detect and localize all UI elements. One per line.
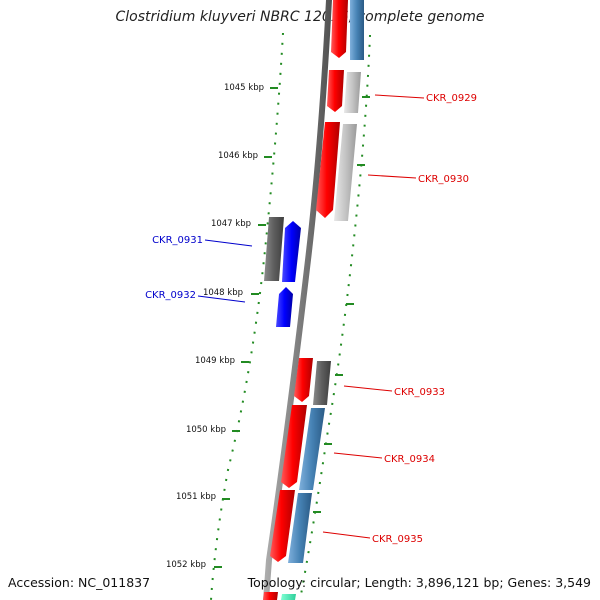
tick-label-1045: 1045 kbp (224, 83, 264, 93)
gene-label-ckr_0933[interactable]: CKR_0933 (394, 387, 445, 398)
tick-label-1051: 1051 kbp (176, 492, 216, 502)
gene-label-ckr_0931[interactable]: CKR_0931 (152, 235, 203, 246)
genome-backbone (263, 0, 332, 600)
gene-ckr_0929-feature[interactable] (344, 72, 361, 113)
gene-label-ckr_0935[interactable]: CKR_0935 (372, 534, 423, 545)
gene-label-ckr_0929[interactable]: CKR_0929 (426, 93, 477, 104)
gene-ckr_0929-cds[interactable] (327, 70, 344, 112)
tick-label-1049: 1049 kbp (195, 356, 235, 366)
gene-label-ckr_0934[interactable]: CKR_0934 (384, 454, 435, 465)
gene-ckr_0932-cds[interactable] (276, 287, 293, 327)
gene-ckr_0931-feature[interactable] (264, 217, 284, 281)
gene-ckr_0930-feature[interactable] (334, 124, 357, 221)
gene-label-ckr_0932[interactable]: CKR_0932 (145, 290, 196, 301)
tick-label-1048: 1048 kbp (203, 288, 243, 298)
tick-marks (214, 87, 370, 568)
accession-text: Accession: NC_011837 (8, 575, 151, 590)
gene-next-cds[interactable] (263, 592, 278, 600)
gene-ckr_0928-feature[interactable] (350, 0, 364, 60)
gene-ckr_0928-cds[interactable] (331, 0, 348, 58)
tick-label-1046: 1046 kbp (218, 151, 258, 161)
gene-ckr_0934-feature[interactable] (299, 408, 325, 490)
gene-ckr_0934-cds[interactable] (281, 405, 307, 488)
gene-ckr_0930-cds[interactable] (316, 122, 340, 218)
gene-ckr_0935-feature[interactable] (288, 493, 312, 563)
gene-next-feature[interactable] (281, 594, 296, 600)
gene-ckr_0933-feature[interactable] (313, 361, 331, 405)
gene-leader-lines (197, 94, 425, 539)
tick-label-1047: 1047 kbp (211, 219, 251, 229)
gc-skew-curve (299, 34, 371, 600)
gc-content-curve (210, 32, 284, 600)
gene-label-ckr_0930[interactable]: CKR_0930 (418, 174, 469, 185)
gene-ckr_0933-cds[interactable] (294, 358, 313, 402)
tick-label-1050: 1050 kbp (186, 425, 226, 435)
gene-ckr_0935-cds[interactable] (270, 490, 295, 562)
genome-title: Clostridium kluyveri NBRC 12016, complet… (115, 9, 485, 25)
genome-summary-text: Topology: circular; Length: 3,896,121 bp… (247, 575, 591, 590)
tick-label-1052: 1052 kbp (166, 560, 206, 570)
gene-ckr_0931-cds[interactable] (282, 221, 301, 282)
